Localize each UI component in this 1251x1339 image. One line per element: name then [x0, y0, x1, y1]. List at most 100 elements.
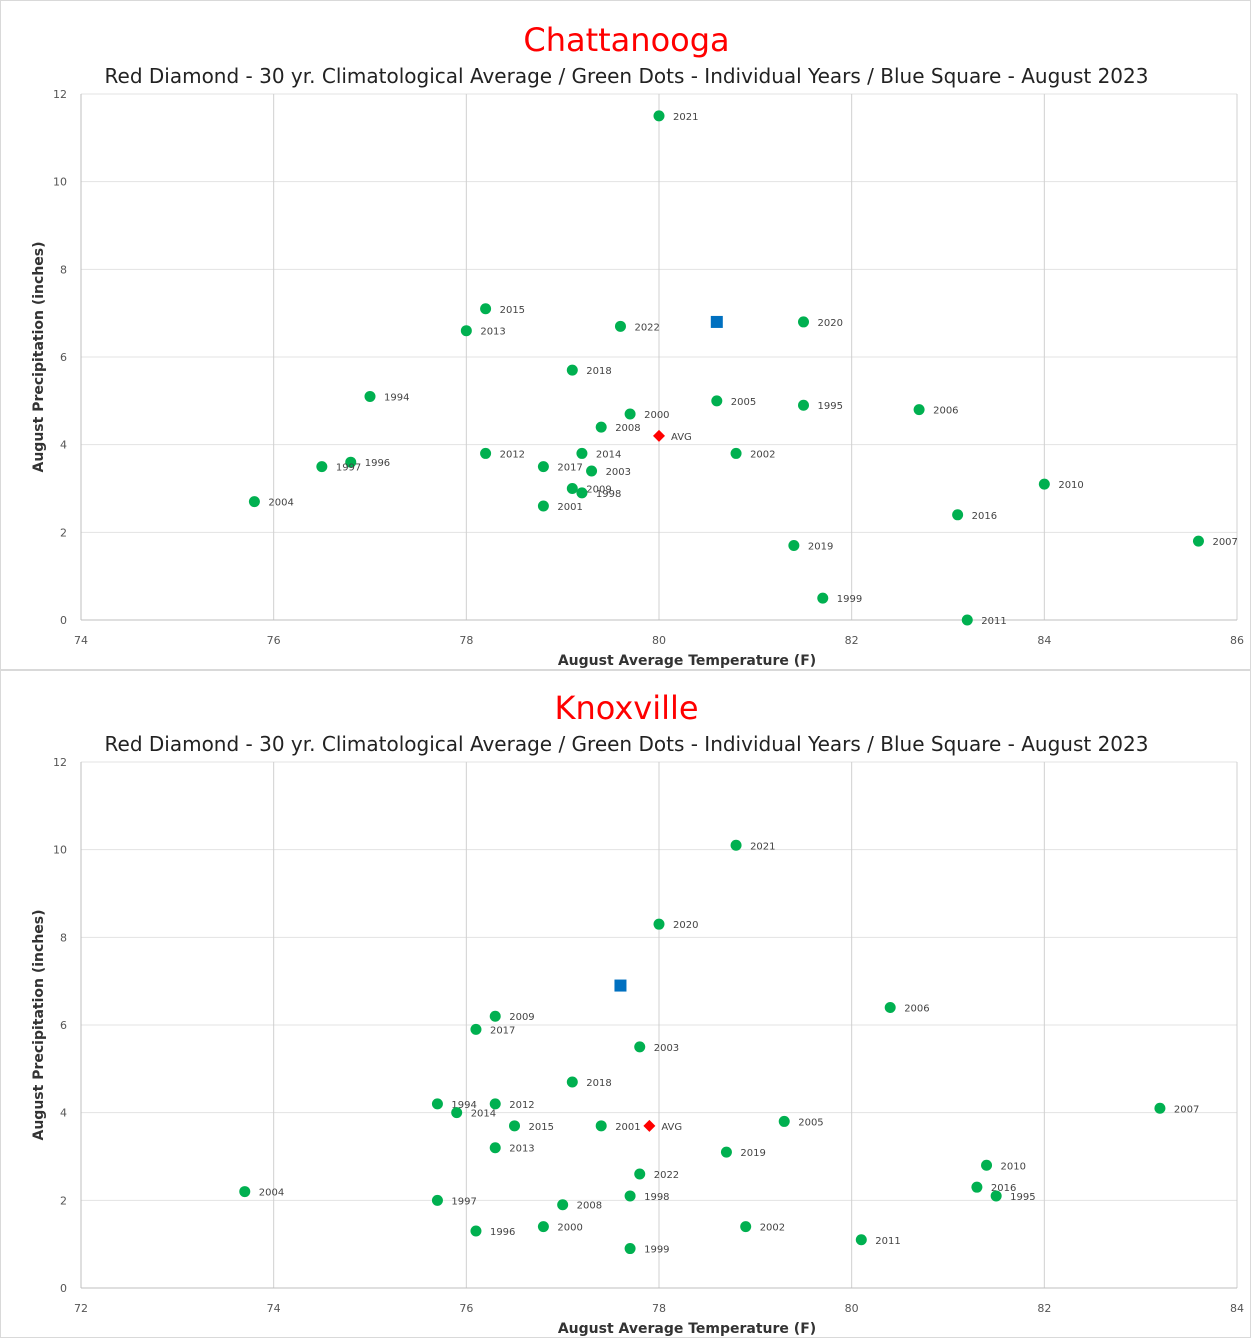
current-month-square [710, 315, 723, 328]
year-point [634, 1168, 646, 1180]
year-point [624, 408, 636, 420]
year-point [981, 1159, 993, 1171]
year-point-label: 2014 [471, 1109, 496, 1120]
y-tick-label: 2 [60, 526, 67, 539]
year-point [239, 1186, 251, 1198]
year-point [489, 1098, 501, 1110]
y-tick-label: 10 [53, 844, 67, 857]
year-point-label: 2006 [904, 1003, 929, 1014]
year-point-label: 2016 [991, 1183, 1016, 1194]
year-point [1038, 478, 1050, 490]
year-point [480, 303, 492, 315]
year-point [730, 839, 742, 851]
x-tick-label: 74 [74, 634, 88, 647]
year-point-label: 2022 [654, 1170, 679, 1181]
year-point-label: 2004 [259, 1188, 284, 1199]
year-point-label: 2011 [981, 616, 1006, 627]
y-tick-label: 12 [53, 756, 67, 769]
year-point [961, 614, 973, 626]
x-tick-label: 76 [459, 1302, 473, 1315]
x-tick-label: 76 [267, 634, 281, 647]
year-point [364, 390, 376, 402]
average-diamond [643, 1119, 656, 1132]
year-point [595, 1120, 607, 1132]
y-tick-label: 4 [60, 439, 67, 452]
year-point [913, 404, 925, 416]
year-point-label: 2008 [577, 1201, 602, 1212]
year-point [431, 1194, 443, 1206]
year-point-label: 2022 [634, 322, 659, 333]
year-point-label: 2011 [875, 1236, 900, 1247]
year-point [345, 456, 357, 468]
x-tick-label: 74 [267, 1302, 281, 1315]
year-point-label: 2019 [740, 1148, 765, 1159]
year-point-label: 2003 [654, 1043, 679, 1054]
y-tick-label: 4 [60, 1107, 67, 1120]
year-point [720, 1146, 732, 1158]
year-point [470, 1023, 482, 1035]
year-point-label: 2007 [1212, 537, 1237, 548]
year-point [778, 1115, 790, 1127]
year-point [489, 1010, 501, 1022]
year-point-label: 2002 [750, 449, 775, 460]
year-point [740, 1221, 752, 1233]
year-point-label: 2001 [615, 1122, 640, 1133]
y-axis-title: August Precipitation (inches) [31, 241, 47, 472]
year-point [653, 918, 665, 930]
year-point [537, 1221, 549, 1233]
year-point [624, 1243, 636, 1255]
y-tick-label: 6 [60, 351, 67, 364]
year-point-label: 2000 [644, 410, 669, 421]
x-tick-label: 82 [845, 634, 859, 647]
year-point-label: 2020 [818, 318, 843, 329]
year-point-label: 1997 [336, 463, 361, 474]
year-point [489, 1142, 501, 1154]
chart-subtitle: Red Diamond - 30 yr. Climatological Aver… [105, 64, 1149, 88]
chart-title: Knoxville [554, 689, 698, 727]
year-point [566, 364, 578, 376]
year-point-label: 2004 [268, 498, 293, 509]
year-point [798, 399, 809, 411]
year-point-label: 1997 [451, 1196, 476, 1207]
year-point-label: 2021 [673, 112, 698, 123]
year-point-label: 2015 [529, 1122, 554, 1133]
year-point-label: 2014 [596, 449, 621, 460]
year-point-label: 2008 [615, 423, 640, 434]
year-point [952, 509, 964, 521]
y-tick-label: 10 [53, 176, 67, 189]
year-point-label: 2012 [509, 1100, 534, 1111]
year-point [1154, 1102, 1166, 1114]
year-point [509, 1120, 520, 1132]
year-point-label: 2007 [1174, 1104, 1199, 1115]
y-tick-label: 6 [60, 1019, 67, 1032]
year-point [480, 447, 492, 459]
chart-title: Chattanooga [523, 21, 729, 59]
year-point-label: 2002 [760, 1223, 785, 1234]
year-point [634, 1041, 646, 1053]
year-point [431, 1098, 443, 1110]
year-point [470, 1225, 482, 1237]
year-point [248, 496, 260, 508]
year-point-label: 2021 [750, 841, 775, 852]
x-tick-label: 84 [1037, 634, 1051, 647]
year-point-label: 2016 [972, 511, 997, 522]
year-point-label: 1999 [644, 1245, 669, 1256]
year-point [653, 110, 665, 122]
year-point [595, 421, 607, 433]
year-point-label: 2006 [933, 406, 958, 417]
year-point-label: 2015 [500, 305, 525, 316]
year-point-label: 2017 [557, 463, 582, 474]
x-tick-label: 86 [1230, 634, 1244, 647]
year-point-label: 2009 [509, 1012, 534, 1023]
average-diamond [653, 429, 665, 442]
year-point [537, 461, 549, 473]
year-point-label: 2003 [606, 467, 631, 478]
year-point-label: 1995 [818, 401, 843, 412]
average-label: AVG [671, 432, 692, 443]
year-point [576, 447, 588, 459]
year-point [855, 1234, 867, 1246]
year-point [566, 1076, 578, 1088]
year-point-label: 2005 [798, 1117, 823, 1128]
x-axis-title: August Average Temperature (F) [558, 653, 816, 669]
y-tick-label: 0 [60, 1282, 67, 1295]
